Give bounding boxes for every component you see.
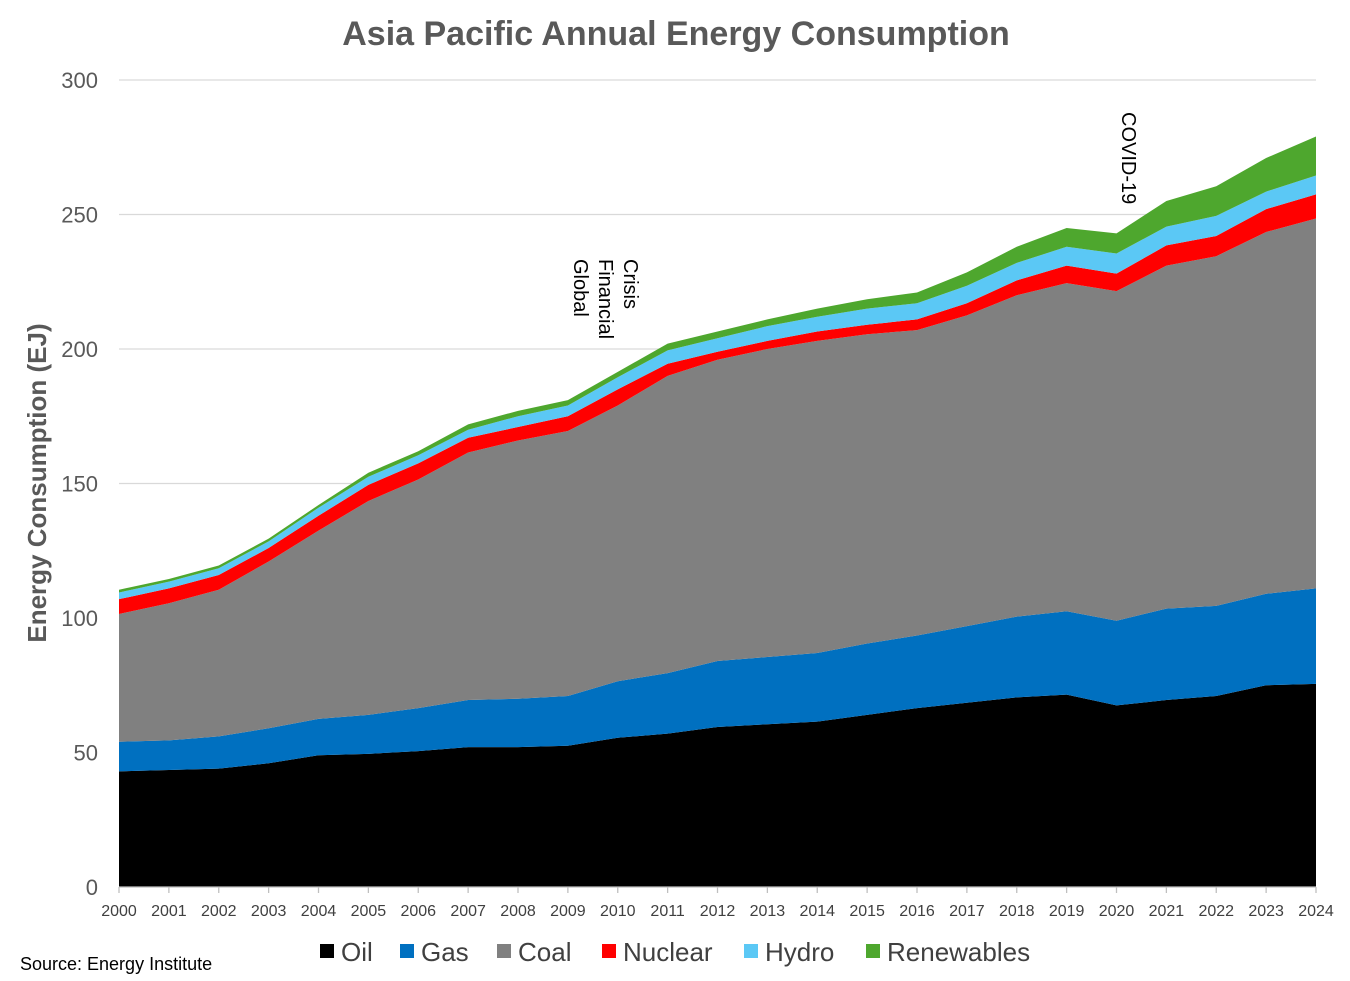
x-tick-label: 2018 (999, 903, 1035, 920)
area-coal (119, 218, 1316, 742)
x-tick-label: 2003 (251, 903, 287, 920)
source-note: Source: Energy Institute (20, 954, 212, 974)
legend-swatch-oil (320, 944, 334, 958)
legend-label-renewables: Renewables (887, 937, 1030, 967)
y-tick-label: 250 (61, 203, 98, 228)
x-tick-label: 2008 (500, 903, 536, 920)
x-tick-label: 2004 (301, 903, 337, 920)
legend-swatch-gas (400, 944, 414, 958)
y-axis-label: Energy Consumption (EJ) (22, 323, 52, 642)
x-tick-label: 2013 (750, 903, 786, 920)
legend-swatch-coal (497, 944, 511, 958)
x-tick-label: 2014 (799, 903, 835, 920)
annotation-line: Crisis (619, 259, 641, 309)
legend-label-oil: Oil (341, 937, 373, 967)
x-tick-label: 2024 (1298, 903, 1334, 920)
area-nuclear (119, 194, 1316, 614)
area-renewables (119, 136, 1316, 593)
x-tick-label: 2005 (351, 903, 387, 920)
x-tick-label: 2016 (899, 903, 935, 920)
annotation: COVID-19 (1117, 112, 1139, 204)
y-tick-label: 300 (61, 68, 98, 93)
annotation-line: COVID-19 (1117, 112, 1139, 204)
annotation-line: Financial (594, 259, 616, 339)
y-axis-ticks: 0 50 100 150 200 250 300 (61, 68, 98, 900)
x-tick-label: 2023 (1248, 903, 1284, 920)
y-tick-label: 50 (74, 741, 98, 766)
x-tick-label: 2001 (151, 903, 187, 920)
legend-label-gas: Gas (421, 937, 469, 967)
x-tick-label: 2009 (550, 903, 586, 920)
area-oil (119, 683, 1316, 887)
x-tick-label: 2002 (201, 903, 237, 920)
y-tick-label: 100 (61, 606, 98, 631)
x-tick-label: 2020 (1099, 903, 1135, 920)
legend-swatch-renewables (866, 944, 880, 958)
x-tick-label: 2007 (450, 903, 486, 920)
x-tick-label: 2000 (101, 903, 137, 920)
x-tick-label: 2017 (949, 903, 985, 920)
x-tick-label: 2010 (600, 903, 636, 920)
x-tick-label: 2006 (400, 903, 436, 920)
area-gas (119, 588, 1316, 772)
plot-areas (119, 136, 1316, 887)
y-tick-label: 150 (61, 472, 98, 497)
legend-label-nuclear: Nuclear (623, 937, 713, 967)
legend-label-hydro: Hydro (765, 937, 834, 967)
x-tick-label: 2022 (1198, 903, 1234, 920)
x-tick-label: 2015 (849, 903, 885, 920)
legend-label-coal: Coal (518, 937, 571, 967)
legend-swatch-nuclear (602, 944, 616, 958)
legend-swatch-hydro (744, 944, 758, 958)
annotation-line: Global (569, 259, 591, 317)
annotations: Global Financial Crisis COVID-19 (569, 112, 1139, 339)
annotation: Global Financial Crisis (569, 259, 641, 339)
legend: Oil Gas Coal Nuclear Hydro Renewables (320, 937, 1030, 967)
x-tick-label: 2011 (650, 903, 685, 920)
y-tick-label: 200 (61, 337, 98, 362)
x-axis-ticks: 2000 2001 2002 2003 2004 2005 2006 2007 2008 2009… (101, 887, 1334, 920)
x-tick-label: 2021 (1149, 903, 1185, 920)
x-tick-label: 2019 (1049, 903, 1085, 920)
chart-title: Asia Pacific Annual Energy Consumption (342, 15, 1010, 53)
x-tick-label: 2012 (700, 903, 736, 920)
y-tick-label: 0 (86, 875, 98, 900)
